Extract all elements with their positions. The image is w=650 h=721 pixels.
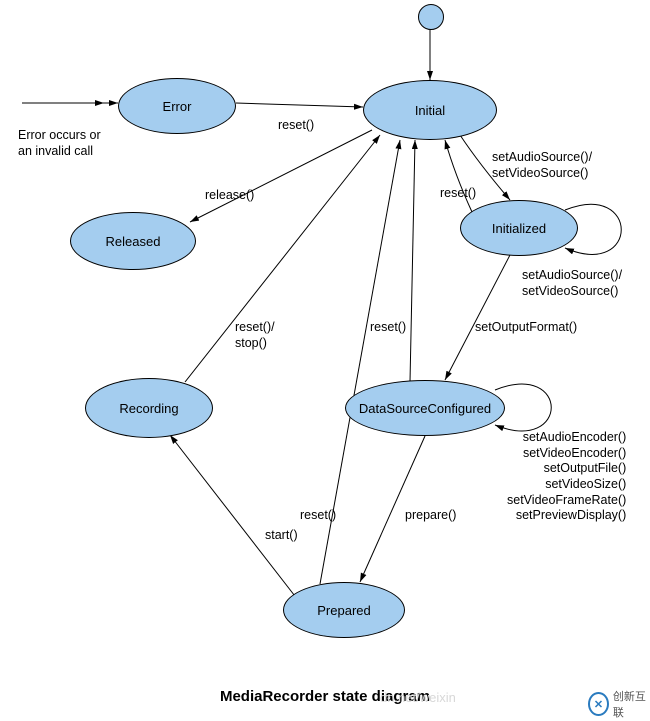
diagram-title: MediaRecorder state diagram bbox=[0, 688, 650, 705]
edge-label-initz-self: setAudioSource()/ setVideoSource() bbox=[522, 268, 622, 299]
state-label: Prepared bbox=[317, 603, 370, 618]
edge-label-initial-initz: setAudioSource()/ setVideoSource() bbox=[492, 150, 592, 181]
edge-label-error-in: Error occurs or an invalid call bbox=[18, 128, 101, 159]
edge-dsc-initial bbox=[410, 140, 415, 382]
state-initialized: Initialized bbox=[460, 200, 578, 256]
state-label: Error bbox=[163, 99, 192, 114]
edge-label-initial-released: release() bbox=[205, 188, 254, 204]
start-node bbox=[418, 4, 444, 30]
state-label: DataSourceConfigured bbox=[359, 401, 491, 416]
edge-label-prepared-rec: start() bbox=[265, 528, 298, 544]
edge-rec-initial bbox=[185, 135, 380, 382]
edge-label-dsc-prepared: prepare() bbox=[405, 508, 456, 524]
edge-label-initz-dsc: setOutputFormat() bbox=[475, 320, 577, 336]
diagram-canvas: Error Initial Released Initialized Recor… bbox=[0, 0, 650, 721]
state-label: Initial bbox=[415, 103, 445, 118]
edge-label-dsc-self: setAudioEncoder() setVideoEncoder() setO… bbox=[507, 430, 626, 524]
edge-label-prepared-initial: reset() bbox=[300, 508, 336, 524]
watermark: dn.net/weixin bbox=[380, 690, 456, 705]
state-prepared: Prepared bbox=[283, 582, 405, 638]
edge-prepared-rec bbox=[170, 435, 298, 600]
state-recording: Recording bbox=[85, 378, 213, 438]
edge-initial-released bbox=[190, 130, 372, 222]
edge-label-rec-initial: reset()/ stop() bbox=[235, 320, 275, 351]
edge-label-dsc-initial: reset() bbox=[370, 320, 406, 336]
state-label: Initialized bbox=[492, 221, 546, 236]
logo: ✕ 创新互联 bbox=[588, 688, 650, 720]
edge-label-error-initial: reset() bbox=[278, 118, 314, 134]
edge-label-initz-initial: reset() bbox=[440, 186, 476, 202]
state-error: Error bbox=[118, 78, 236, 134]
state-released: Released bbox=[70, 212, 196, 270]
edge-initz-dsc bbox=[445, 255, 510, 380]
state-initial: Initial bbox=[363, 80, 497, 140]
state-label: Recording bbox=[119, 401, 178, 416]
state-label: Released bbox=[106, 234, 161, 249]
logo-text: 创新互联 bbox=[613, 688, 650, 720]
logo-icon: ✕ bbox=[588, 692, 609, 716]
edge-error-initial bbox=[236, 103, 363, 107]
state-datasourceconfigured: DataSourceConfigured bbox=[345, 380, 505, 436]
